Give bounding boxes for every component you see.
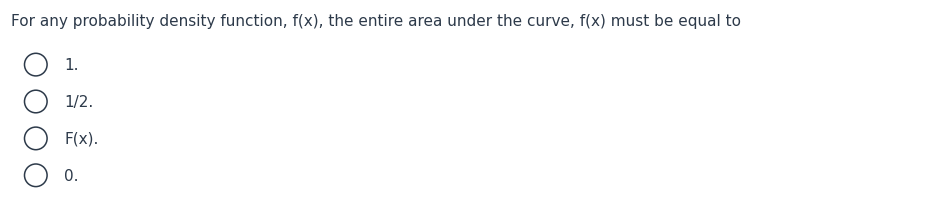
Text: 1.: 1. (64, 58, 78, 73)
Text: 1/2.: 1/2. (64, 94, 93, 110)
Text: 0.: 0. (64, 168, 78, 183)
Text: F(x).: F(x). (64, 131, 98, 146)
Text: For any probability density function, f(x), the entire area under the curve, f(x: For any probability density function, f(… (11, 14, 741, 29)
